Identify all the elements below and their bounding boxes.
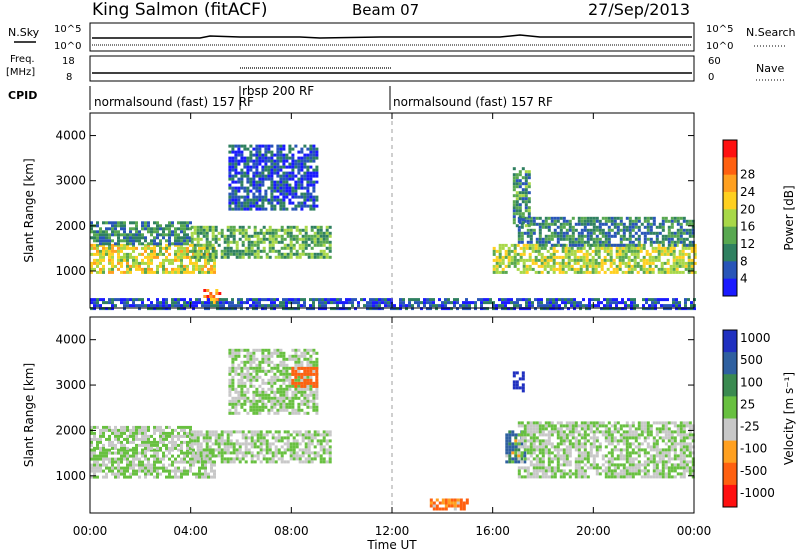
velocity-colorbar-tick: -100 xyxy=(740,442,767,456)
power-colorbar: 4 8 12 16 20 24 28 Power [dB] xyxy=(722,139,796,297)
power-band-7 xyxy=(512,167,531,228)
nsky-label: N.Sky xyxy=(8,26,40,39)
power-colorbar-swatch xyxy=(723,209,737,228)
power-colorbar-tick: 8 xyxy=(740,254,748,268)
freq-label: Freq. xyxy=(10,54,35,65)
velocity-colorbar-swatch xyxy=(723,440,737,464)
velocity-colorbar-swatch xyxy=(723,484,737,508)
power-colorbar-swatch xyxy=(723,278,737,297)
power-colorbar-swatch xyxy=(723,244,737,262)
station-title: King Salmon (fitACF) xyxy=(92,0,268,20)
velocity-colorbar-tick: 25 xyxy=(740,397,755,411)
power-colorbar-swatch xyxy=(723,226,737,245)
xtick-label: 12:00 xyxy=(375,524,410,538)
cpid-segment-2: rbsp 200 RF xyxy=(242,84,314,98)
velocity-band-1 xyxy=(90,425,192,450)
power-colorbar-tick: 28 xyxy=(740,168,755,182)
velocity-ytick-label: 3000 xyxy=(55,378,86,392)
power-band-0 xyxy=(90,243,216,274)
velocity-band-2 xyxy=(190,430,332,464)
velocity-band-3 xyxy=(228,348,319,415)
nsky-tick-top: 10^5 xyxy=(54,24,81,35)
velocity-colorbar-label: Velocity [m s⁻¹] xyxy=(782,372,796,465)
date-title: 27/Sep/2013 xyxy=(588,0,690,19)
velocity-colorbar-tick: -1000 xyxy=(740,486,775,500)
freq-unit: [MHz] xyxy=(6,67,35,78)
nsky-tick-bottom: 10^0 xyxy=(54,41,81,52)
velocity-ylabel: Slant Range [km] xyxy=(22,363,36,467)
velocity-band-6 xyxy=(505,430,527,464)
velocity-colorbar-swatch xyxy=(723,374,737,397)
velocity-colorbar-tick: 500 xyxy=(740,353,763,367)
power-colorbar-tick: 4 xyxy=(740,272,748,286)
cpid-label: CPID xyxy=(8,89,37,102)
nave-tick-top: 60 xyxy=(708,56,721,67)
velocity-band-4 xyxy=(291,366,319,388)
power-band-4 xyxy=(228,144,319,211)
cpid-segment-1: normalsound (fast) 157 RF xyxy=(94,95,254,109)
power-ytick-label: 3000 xyxy=(55,174,86,188)
power-colorbar-swatch xyxy=(723,261,737,280)
time-axis: 00:00 04:00 08:00 12:00 16:00 20:00 00:00 xyxy=(73,524,712,538)
power-colorbar-tick: 16 xyxy=(740,220,755,234)
power-ytick-label: 1000 xyxy=(55,264,86,278)
velocity-colorbar-swatch xyxy=(723,418,737,442)
power-colorbar-swatch xyxy=(723,140,737,158)
power-band-5 xyxy=(492,243,697,274)
velocity-ytick-label: 4000 xyxy=(55,333,86,347)
freq-tick-bottom: 8 xyxy=(66,72,72,83)
nsky-panel-frame xyxy=(89,22,695,52)
velocity-band-5 xyxy=(429,498,469,511)
velocity-ytick-label: 2000 xyxy=(55,423,86,437)
power-colorbar-tick: 24 xyxy=(740,185,755,199)
xtick-label: 00:00 xyxy=(73,524,108,538)
power-colorbar-swatch xyxy=(723,192,737,210)
cpid-segment-3: normalsound (fast) 157 RF xyxy=(393,95,553,109)
power-panel: 1000 2000 3000 4000 Slant Range [km] xyxy=(22,112,697,311)
xtick-label: 16:00 xyxy=(475,524,510,538)
nave-tick-bottom: 0 xyxy=(708,72,714,83)
xtick-label: 00:00 xyxy=(677,524,712,538)
nave-label: Nave xyxy=(756,62,784,75)
power-band-2 xyxy=(190,225,332,259)
velocity-colorbar-tick: -500 xyxy=(740,464,767,478)
power-colorbar-swatch xyxy=(723,174,737,193)
power-colorbar-swatch xyxy=(723,157,737,176)
nsky-trace xyxy=(92,34,692,39)
xtick-label: 20:00 xyxy=(576,524,611,538)
power-colorbar-tick: 20 xyxy=(740,202,755,216)
nsearch-label: N.Search xyxy=(746,26,796,39)
power-ytick-label: 2000 xyxy=(55,219,86,233)
power-band-1 xyxy=(90,221,192,246)
power-colorbar-label: Power [dB] xyxy=(782,185,796,250)
velocity-panel: 1000 2000 3000 4000 Slant Range [km] xyxy=(22,316,695,514)
beam-title: Beam 07 xyxy=(352,1,419,19)
velocity-band-7 xyxy=(512,371,525,393)
velocity-colorbar-swatch xyxy=(723,352,737,375)
power-colorbar-tick: 12 xyxy=(740,237,755,251)
power-band-8 xyxy=(90,298,696,311)
xtick-label: 08:00 xyxy=(274,524,309,538)
xtick-label: 04:00 xyxy=(173,524,208,538)
power-ylabel: Slant Range [km] xyxy=(22,158,36,262)
velocity-band-8 xyxy=(517,421,695,479)
freq-panel-frame xyxy=(89,55,695,82)
nsearch-tick-top: 10^5 xyxy=(706,24,733,35)
velocity-colorbar-tick: 100 xyxy=(740,375,763,389)
velocity-colorbar-swatch xyxy=(723,330,737,353)
velocity-colorbar-swatch xyxy=(723,462,737,486)
velocity-ytick-label: 1000 xyxy=(55,469,86,483)
velocity-colorbar: 1000 500 100 25 -25 -100 -500 -1000 Velocity [m … xyxy=(722,329,796,508)
velocity-band-0 xyxy=(90,448,216,479)
velocity-colorbar-tick: -25 xyxy=(740,420,760,434)
x-axis-title: Time UT xyxy=(366,538,417,552)
power-ytick-label: 4000 xyxy=(55,129,86,143)
velocity-colorbar-tick: 1000 xyxy=(740,331,771,345)
power-band-6 xyxy=(517,216,695,247)
velocity-colorbar-swatch xyxy=(723,396,737,419)
nsearch-tick-bottom: 10^0 xyxy=(706,41,733,52)
freq-tick-top: 18 xyxy=(62,56,75,67)
